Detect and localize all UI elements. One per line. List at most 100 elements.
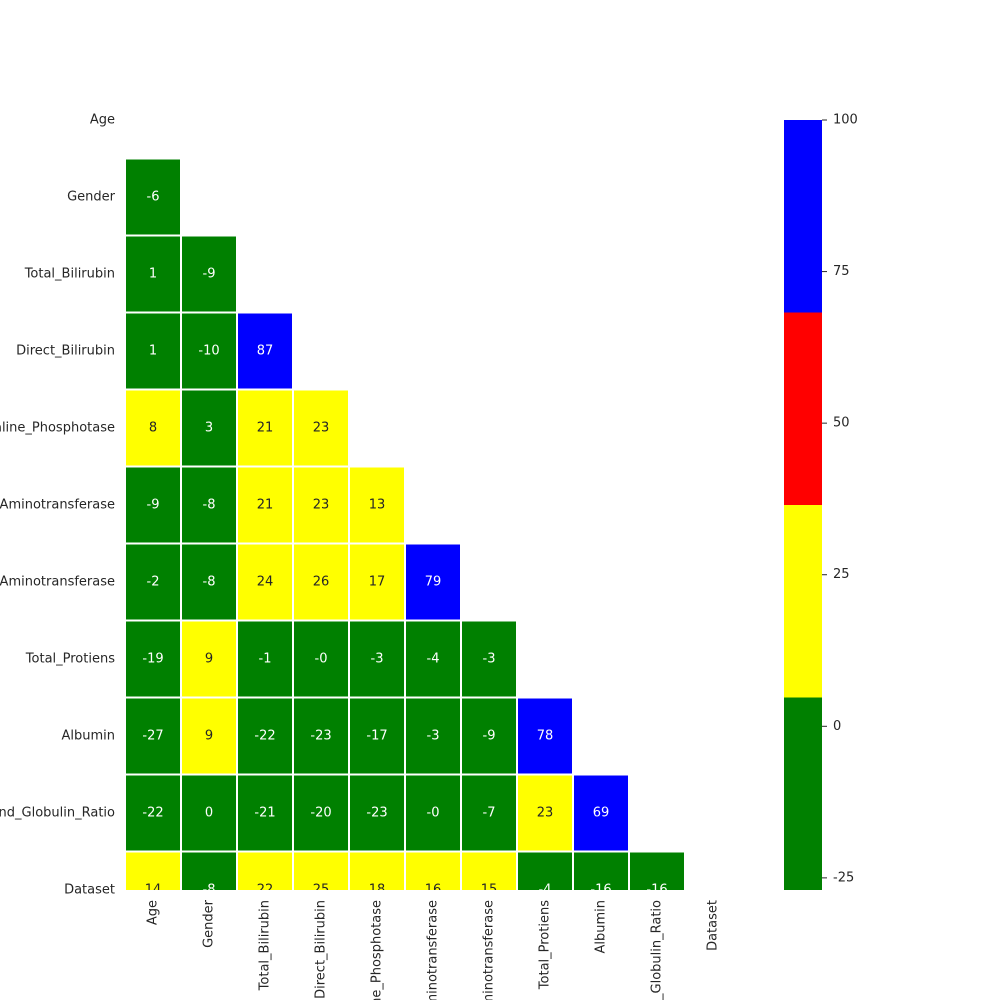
colorbar-tick-label: 75 bbox=[833, 264, 850, 279]
cell-label: 23 bbox=[313, 421, 330, 436]
cell-label: 69 bbox=[593, 806, 610, 821]
cell-label: -23 bbox=[366, 806, 387, 821]
heatmap-cell bbox=[125, 157, 182, 237]
heatmap-cell bbox=[236, 465, 294, 545]
cell-label: 22 bbox=[257, 883, 274, 898]
heatmap-cell bbox=[404, 850, 462, 890]
x-tick-label: Dataset bbox=[706, 900, 721, 951]
heatmap-cell bbox=[292, 388, 350, 468]
y-tick-label: Alamine_Aminotransferase bbox=[0, 498, 115, 513]
heatmap-cell bbox=[125, 311, 182, 391]
heatmap-cell bbox=[292, 696, 350, 776]
cell-label: 9 bbox=[205, 652, 213, 667]
heatmap-cell bbox=[180, 542, 238, 622]
cell-label: -7 bbox=[483, 806, 496, 821]
cell-label: 79 bbox=[425, 575, 442, 590]
heatmap-cell bbox=[125, 850, 182, 890]
cell-label: 24 bbox=[257, 575, 274, 590]
cell-label: -23 bbox=[310, 729, 331, 744]
cell-label: 14 bbox=[145, 883, 162, 898]
cell-label: 8 bbox=[149, 421, 157, 436]
x-tick-label: Direct_Bilirubin bbox=[314, 900, 329, 999]
cell-label: 1 bbox=[149, 267, 157, 282]
cell-label: 23 bbox=[537, 806, 554, 821]
heatmap-cell bbox=[180, 234, 238, 314]
cell-label: 1 bbox=[149, 344, 157, 359]
heatmap-cell bbox=[180, 619, 238, 699]
heatmap-cell bbox=[292, 619, 350, 699]
x-tick-label: Total_Bilirubin bbox=[258, 900, 273, 991]
heatmap-cell bbox=[292, 850, 350, 890]
heatmap-area: -61 -91 -10 878 3 21 23-9 -8 21 23 13-2 -8 24 26 17 79-… bbox=[125, 157, 686, 898]
cell-label: -9 bbox=[147, 498, 160, 513]
heatmap-cell bbox=[348, 542, 406, 622]
cell-label: -8 bbox=[203, 883, 216, 898]
x-tick-label: Albumin bbox=[594, 900, 609, 954]
y-tick-label: Age bbox=[90, 113, 115, 128]
y-tick-label: Direct_Bilirubin bbox=[16, 344, 115, 359]
heatmap-cell bbox=[292, 773, 350, 853]
heatmap-cell bbox=[236, 619, 294, 699]
heatmap-cell bbox=[572, 850, 630, 890]
cell-label: -8 bbox=[203, 498, 216, 513]
y-tick-label: Total_Bilirubin bbox=[24, 267, 115, 282]
cell-label: 0 bbox=[205, 806, 213, 821]
cell-label: -19 bbox=[142, 652, 163, 667]
y-tick-label: Dataset bbox=[64, 883, 115, 898]
heatmap-cell bbox=[404, 773, 462, 853]
heatmap-cell bbox=[460, 696, 518, 776]
cell-label: -22 bbox=[254, 729, 275, 744]
cell-label: -10 bbox=[198, 344, 219, 359]
colorbar-segment bbox=[784, 120, 822, 313]
cell-label: -0 bbox=[315, 652, 328, 667]
colorbar-segment bbox=[784, 697, 822, 890]
colorbar-tick-label: -25 bbox=[833, 870, 854, 885]
cell-label: -3 bbox=[427, 729, 440, 744]
heatmap-cell bbox=[292, 542, 350, 622]
x-tick-label: Aspartate_Aminotransferase bbox=[482, 900, 497, 1000]
y-tick-label: Aspartate_Aminotransferase bbox=[0, 575, 115, 590]
heatmap-cell bbox=[404, 619, 462, 699]
cell-label: -3 bbox=[371, 652, 384, 667]
heatmap-cell bbox=[348, 773, 406, 853]
heatmap-cell bbox=[572, 773, 630, 853]
y-tick-label: Alkaline_Phosphotase bbox=[0, 421, 115, 436]
cell-label: 16 bbox=[425, 883, 442, 898]
cell-label: 21 bbox=[257, 498, 274, 513]
cell-label: 13 bbox=[369, 498, 386, 513]
heatmap-cell bbox=[180, 850, 238, 890]
heatmap-cell bbox=[236, 388, 294, 468]
heatmap-cell bbox=[180, 696, 238, 776]
x-tick-label: Albumin_and_Globulin_Ratio bbox=[650, 900, 665, 1000]
cell-label: 17 bbox=[369, 575, 386, 590]
heatmap-cell bbox=[125, 696, 182, 776]
cell-label: -9 bbox=[203, 267, 216, 282]
heatmap-cell bbox=[348, 696, 406, 776]
cell-label: -6 bbox=[147, 190, 160, 205]
heatmap-cell bbox=[348, 850, 406, 890]
y-tick-label: Albumin_and_Globulin_Ratio bbox=[0, 806, 115, 821]
colorbar-tick-label: 100 bbox=[833, 113, 858, 128]
colorbar-tick-label: 25 bbox=[833, 567, 850, 582]
heatmap-cell bbox=[236, 850, 294, 890]
colorbar-segment bbox=[784, 505, 822, 698]
cell-label: -8 bbox=[203, 575, 216, 590]
cell-label: -21 bbox=[254, 806, 275, 821]
x-tick-label: Gender bbox=[202, 899, 217, 948]
cell-label: -16 bbox=[646, 883, 667, 898]
colorbar-tick-label: 50 bbox=[833, 416, 850, 431]
cell-label: -2 bbox=[147, 575, 160, 590]
cell-label: 26 bbox=[313, 575, 330, 590]
heatmap-cell bbox=[460, 850, 518, 890]
cell-label: 9 bbox=[205, 729, 213, 744]
y-tick-label: Albumin bbox=[61, 729, 115, 744]
heatmap-cell bbox=[125, 542, 182, 622]
cell-label: 23 bbox=[313, 498, 330, 513]
cell-label: 25 bbox=[313, 883, 330, 898]
heatmap-cell bbox=[404, 696, 462, 776]
cell-label: -22 bbox=[142, 806, 163, 821]
heatmap-cell bbox=[516, 850, 574, 890]
x-tick-label: Total_Protiens bbox=[538, 900, 553, 990]
